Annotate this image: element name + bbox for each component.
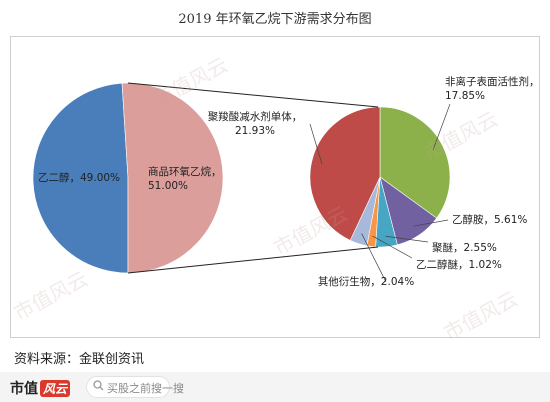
label-slice-ethanolamine: 乙醇胺，5.61% bbox=[452, 213, 527, 226]
label-slice-glycol-ether: 乙二醇醚，1.02% bbox=[416, 258, 502, 271]
search-box[interactable]: 买股之前搜一搜 bbox=[86, 376, 184, 398]
search-placeholder: 买股之前搜一搜 bbox=[107, 382, 184, 395]
bottom-bar: 市值 风云 买股之前搜一搜 bbox=[0, 372, 550, 402]
leader-slice-other-derivatives bbox=[361, 233, 387, 283]
label-slice-polyether: 聚醚，2.55% bbox=[432, 241, 497, 254]
label-slice-pce-monomer: 聚羧酸减水剂单体， 21.93% bbox=[208, 110, 303, 137]
source-note: 资料来源：金联创资讯 bbox=[14, 352, 145, 367]
search-icon bbox=[93, 380, 104, 394]
label-ethylene-glycol: 乙二醇，49.00% bbox=[38, 171, 120, 184]
connector-bottom bbox=[127, 246, 379, 274]
label-commercial-eo: 商品环氧乙烷， 51.00% bbox=[148, 165, 222, 192]
pie-slice-pce-monomer bbox=[309, 106, 381, 241]
leader-slice-nonionic-surfactant bbox=[432, 103, 451, 151]
leader-slice-ethanolamine bbox=[413, 219, 449, 227]
chart-title: 2019 年环氧乙烷下游需求分布图 bbox=[178, 12, 372, 27]
brand-name: 市值 bbox=[10, 381, 38, 397]
label-slice-nonionic-surfactant: 非离子表面活性剂， 17.85% bbox=[445, 75, 540, 102]
pie-slice-ethylene-glycol bbox=[32, 82, 129, 274]
label-slice-other-derivatives: 其他衍生物，2.04% bbox=[318, 275, 414, 288]
connector-top bbox=[127, 82, 379, 108]
chart-canvas: 乙二醇，49.00% 商品环氧乙烷， 51.00% 非离子表面活性剂， 17.85% 乙醇… bbox=[32, 75, 540, 288]
brand-badge: 风云 bbox=[40, 380, 71, 397]
leader-slice-polyether bbox=[385, 235, 429, 243]
leader-slice-glycol-ether bbox=[372, 235, 413, 259]
leader-slice-pce-monomer bbox=[309, 123, 323, 165]
pie-slice-nonionic-surfactant bbox=[379, 106, 451, 219]
pie-slice-commercial-eo bbox=[121, 82, 224, 274]
brand-logo[interactable]: 市值 风云 bbox=[10, 378, 71, 398]
